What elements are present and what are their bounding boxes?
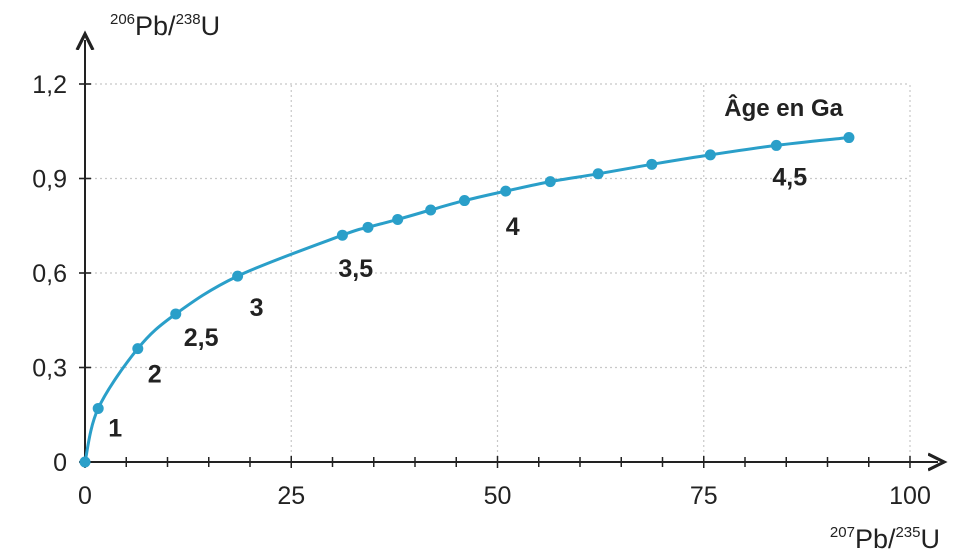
grid-lines xyxy=(85,83,911,462)
x-tick-label: 25 xyxy=(277,482,305,510)
x-tick-label: 75 xyxy=(690,482,718,510)
data-point xyxy=(362,221,374,233)
data-point xyxy=(92,402,104,414)
data-point xyxy=(770,139,782,151)
tick-labels: 0 0,3 0,6 0,9 1,2 0 25 50 75 100 xyxy=(32,71,931,510)
data-point xyxy=(592,168,604,180)
data-point xyxy=(79,456,91,468)
x-tick-label: 0 xyxy=(78,482,92,510)
axes xyxy=(85,40,938,462)
annotation-title: Âge en Ga xyxy=(724,94,843,122)
data-points xyxy=(79,132,855,468)
data-point xyxy=(170,308,182,320)
data-point xyxy=(500,185,512,197)
series-line xyxy=(83,136,850,463)
age-label: 3,5 xyxy=(338,255,373,283)
y-tick-label: 1,2 xyxy=(32,71,67,99)
age-labels: 12 2,5 3 3,5 4 4,5 xyxy=(108,163,807,442)
y-tick-label: 0,6 xyxy=(32,260,67,288)
data-point xyxy=(646,158,658,170)
y-tick-label: 0 xyxy=(53,449,67,477)
data-point xyxy=(336,229,348,241)
data-point xyxy=(704,149,716,161)
data-point xyxy=(132,343,144,355)
data-point xyxy=(843,132,855,144)
x-tick-label: 50 xyxy=(484,482,512,510)
data-point xyxy=(459,195,470,207)
x-axis-title: 207Pb/235U xyxy=(830,524,940,554)
x-tick-label: 100 xyxy=(889,482,931,510)
y-tick-label: 0,3 xyxy=(32,355,67,383)
data-point xyxy=(392,213,404,225)
y-tick-label: 0,9 xyxy=(32,166,67,194)
y-axis-title: 206Pb/238U xyxy=(110,11,220,41)
data-point xyxy=(544,176,556,188)
data-point xyxy=(425,204,437,216)
minor-ticks xyxy=(79,83,911,468)
age-label: 3 xyxy=(250,294,264,322)
data-point xyxy=(232,270,244,282)
age-label: 2 xyxy=(148,361,162,389)
age-label: 1 xyxy=(108,414,122,442)
age-label: 4 xyxy=(506,213,520,241)
age-label: 4,5 xyxy=(772,163,807,191)
age-label: 2,5 xyxy=(184,324,219,352)
